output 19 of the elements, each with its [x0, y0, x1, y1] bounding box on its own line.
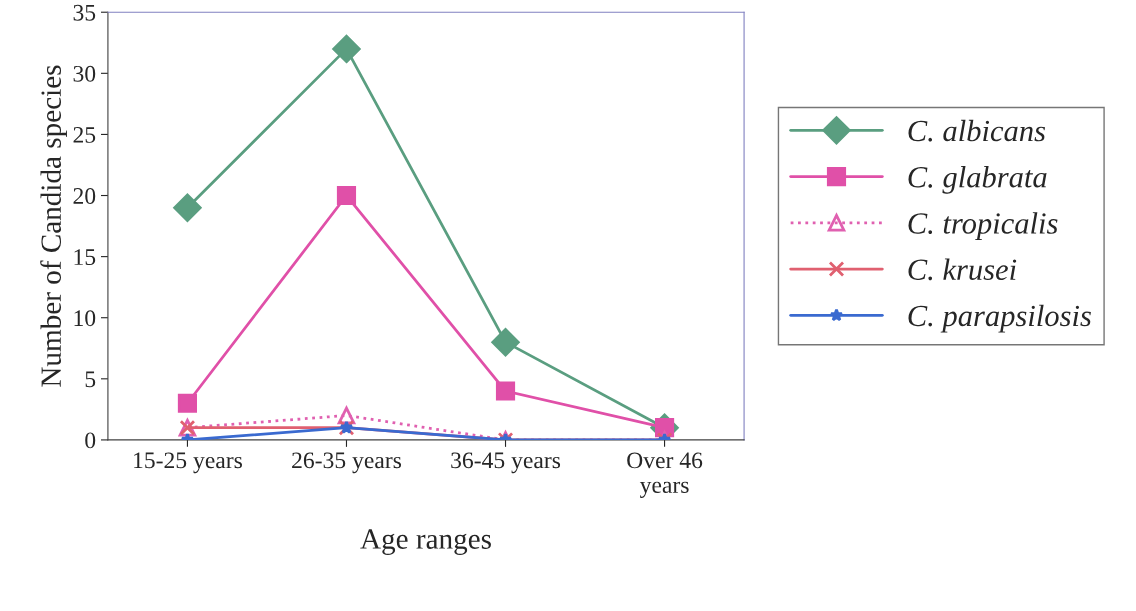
y-tick-label: 35 [73, 4, 96, 21]
x-tick-label: Over 46 years [627, 452, 703, 498]
x-tick-label: 26-35 years [292, 452, 402, 474]
legend-label: C. glabrata [908, 166, 1047, 194]
y-tick-label: 10 [74, 310, 96, 327]
x-tick-label: 36-45 years [451, 452, 561, 474]
y-tick-label: 30 [73, 65, 96, 82]
legend-label: C. krusei [908, 258, 1017, 281]
y-tick-label: 20 [73, 188, 96, 204]
y-tick-label: 0 [85, 432, 96, 449]
x-tick-label: 15-25 years [134, 452, 242, 474]
y-axis-title: Number of Candida species [40, 65, 67, 387]
legend-label: C. albicans [908, 119, 1046, 142]
y-tick-label: 25 [73, 126, 96, 143]
legend-label: C. tropicalis [908, 212, 1058, 241]
x-axis-title: Age ranges [360, 529, 491, 555]
y-tick-label: 15 [74, 249, 96, 266]
legend-label: C. parapsilosis [908, 304, 1091, 333]
y-tick-label: 5 [85, 371, 96, 388]
